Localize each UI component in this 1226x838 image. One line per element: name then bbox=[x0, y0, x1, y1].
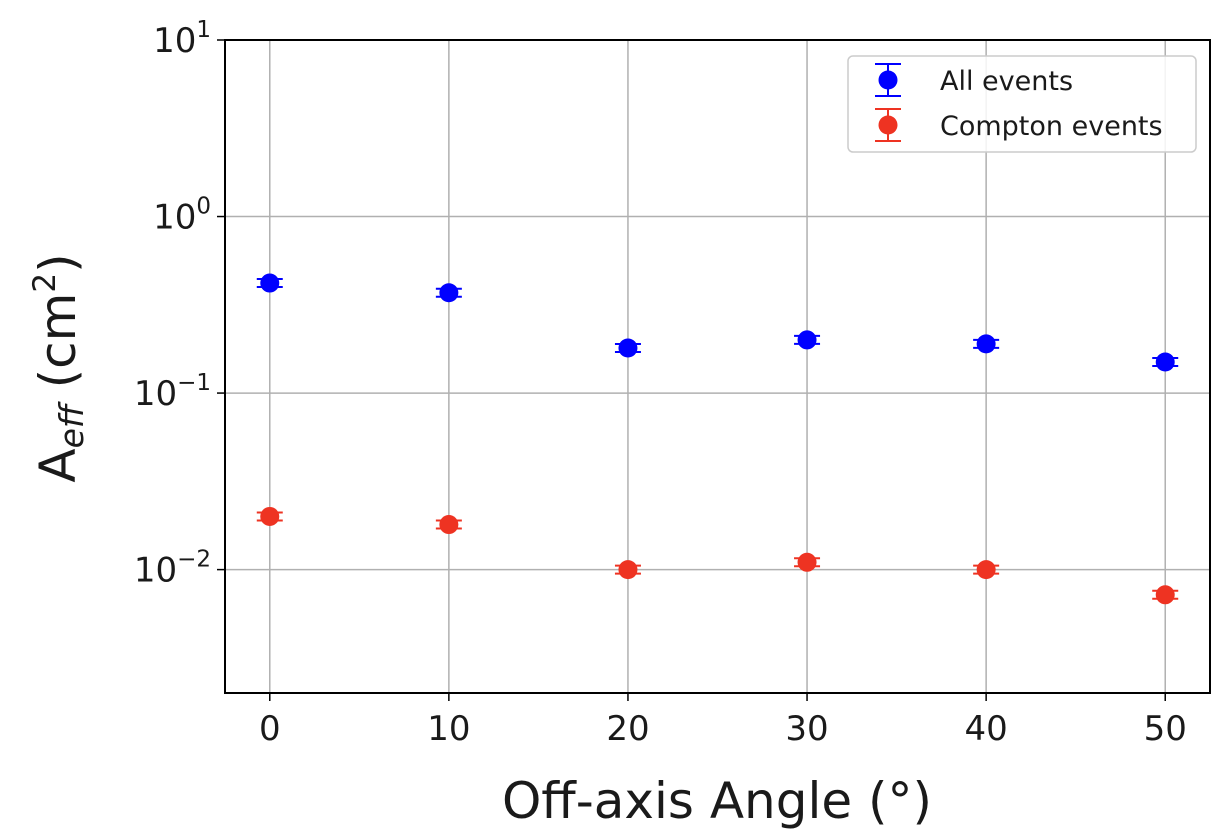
y-axis-ticks: 101 100 10−1 10−2 bbox=[134, 17, 225, 591]
data-point bbox=[973, 560, 1000, 580]
point-marker bbox=[976, 560, 996, 580]
data-point bbox=[435, 515, 462, 535]
point-marker bbox=[260, 273, 280, 293]
data-point bbox=[256, 273, 283, 293]
x-tick-label: 20 bbox=[606, 709, 649, 749]
data-point bbox=[614, 338, 641, 358]
legend-entry: Compton events bbox=[875, 108, 1163, 142]
data-point bbox=[256, 506, 283, 526]
legend: All events Compton events bbox=[847, 55, 1197, 153]
legend-label: All events bbox=[940, 66, 1073, 97]
legend-marker bbox=[878, 70, 898, 90]
data-point bbox=[1152, 352, 1179, 372]
x-axis-ticks: 0 10 20 30 40 50 bbox=[259, 693, 1187, 749]
data-point bbox=[973, 334, 1000, 354]
x-tick-label: 10 bbox=[427, 709, 470, 749]
data-point bbox=[435, 283, 462, 303]
point-marker bbox=[439, 283, 459, 303]
point-marker bbox=[618, 560, 638, 580]
data-point bbox=[794, 330, 821, 350]
x-tick-label: 30 bbox=[785, 709, 828, 749]
legend-marker bbox=[878, 115, 898, 135]
legend-label: Compton events bbox=[940, 111, 1163, 142]
x-axis-label: Off-axis Angle (°) bbox=[502, 772, 932, 830]
data-point bbox=[614, 560, 641, 580]
point-marker bbox=[260, 506, 280, 526]
point-marker bbox=[1155, 585, 1175, 605]
x-tick-label: 0 bbox=[259, 709, 281, 749]
plot-frame bbox=[224, 39, 1211, 694]
point-marker bbox=[797, 552, 817, 572]
legend-box bbox=[847, 55, 1197, 153]
point-marker bbox=[976, 334, 996, 354]
data-point bbox=[794, 552, 821, 572]
y-tick-label: 10−2 bbox=[134, 547, 211, 591]
x-tick-label: 50 bbox=[1144, 709, 1187, 749]
point-marker bbox=[618, 338, 638, 358]
y-tick-label: 100 bbox=[153, 194, 211, 238]
point-marker bbox=[439, 515, 459, 535]
y-tick-label: 101 bbox=[153, 17, 211, 61]
y-tick-label: 10−1 bbox=[134, 370, 211, 414]
point-marker bbox=[1155, 352, 1175, 372]
x-tick-label: 40 bbox=[965, 709, 1008, 749]
data-point bbox=[1152, 585, 1179, 605]
data-points bbox=[256, 273, 1179, 605]
y-axis-label: Aeff (cm2) bbox=[27, 253, 91, 482]
legend-entry: All events bbox=[875, 63, 1073, 97]
point-marker bbox=[797, 330, 817, 350]
